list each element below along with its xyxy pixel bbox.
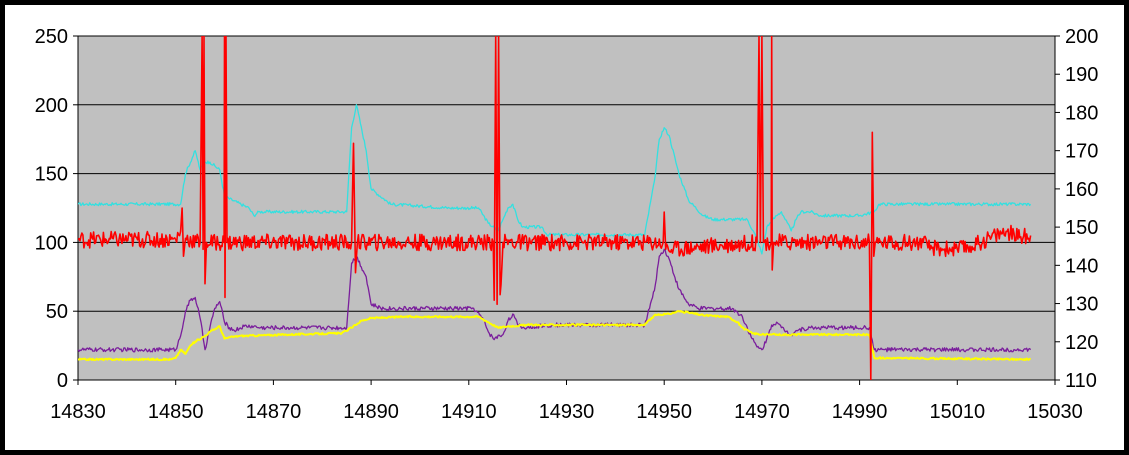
x-tick-label: 14910 bbox=[441, 401, 497, 423]
y-tick-label: 150 bbox=[35, 164, 68, 186]
x-tick-label: 14950 bbox=[636, 401, 692, 423]
y2-tick-label: 120 bbox=[1065, 332, 1098, 354]
y2-tick-label: 140 bbox=[1065, 255, 1098, 277]
y-tick-label: 200 bbox=[35, 95, 68, 117]
series-line-red bbox=[78, 36, 1032, 380]
x-tick-label: 14990 bbox=[832, 401, 888, 423]
x-tick-label: 14890 bbox=[343, 401, 399, 423]
y2-tick-label: 150 bbox=[1065, 217, 1098, 239]
y2-tick-label: 200 bbox=[1065, 26, 1098, 48]
x-tick-label: 14970 bbox=[734, 401, 790, 423]
x-tick-label: 14870 bbox=[246, 401, 302, 423]
y-tick-label: 50 bbox=[46, 301, 68, 323]
y-tick-label: 0 bbox=[57, 370, 68, 392]
y-tick-label: 250 bbox=[35, 26, 68, 48]
x-tick-label: 14930 bbox=[539, 401, 595, 423]
x-tick-label: 14830 bbox=[50, 401, 106, 423]
y2-tick-label: 190 bbox=[1065, 64, 1098, 86]
y2-tick-label: 160 bbox=[1065, 179, 1098, 201]
x-tick-label: 15030 bbox=[1027, 401, 1083, 423]
plot-area bbox=[77, 35, 1056, 381]
y2-tick-label: 170 bbox=[1065, 141, 1098, 163]
y2-tick-label: 110 bbox=[1065, 370, 1097, 392]
x-tick-label: 14850 bbox=[148, 401, 204, 423]
chart-canvas: 0 50 100 150 200 250 110 120 130 140 150 160 170 180 1… bbox=[5, 5, 1124, 450]
y2-tick-label: 130 bbox=[1065, 294, 1098, 316]
y-tick-label: 100 bbox=[35, 232, 68, 254]
x-tick-label: 15010 bbox=[929, 401, 985, 423]
y2-tick-label: 180 bbox=[1065, 102, 1098, 124]
chart: 0 50 100 150 200 250 110 120 130 140 150 160 170 180 1… bbox=[35, 26, 1099, 423]
